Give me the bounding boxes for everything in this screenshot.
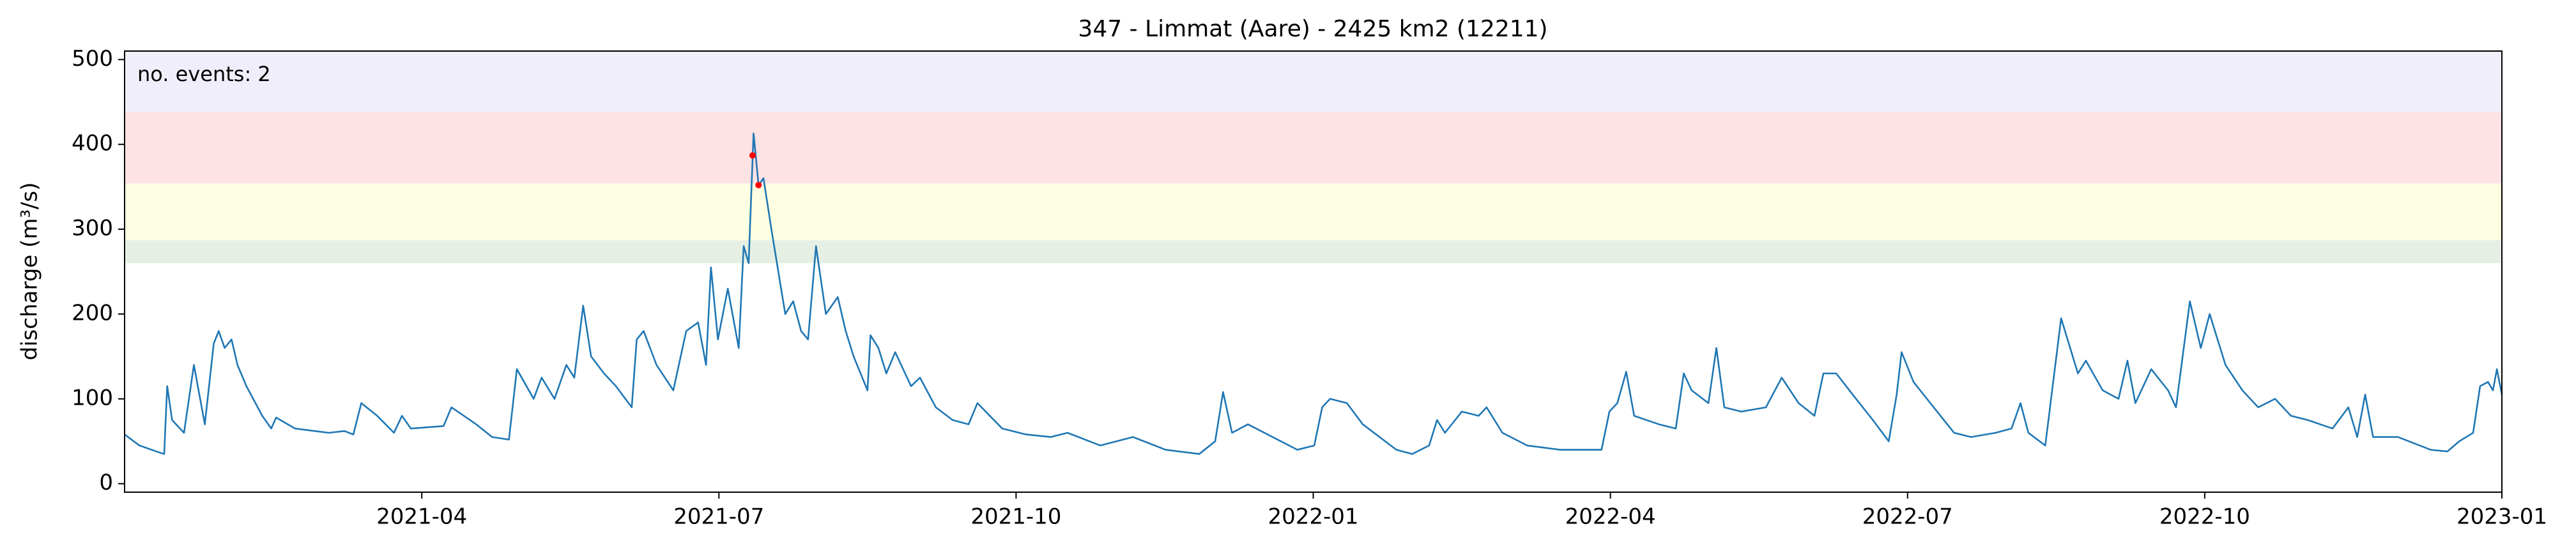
x-tick-label: 2022-10 bbox=[2159, 504, 2250, 530]
discharge-line bbox=[124, 132, 2503, 455]
y-tick-label: 100 bbox=[72, 385, 113, 410]
threshold-band bbox=[125, 112, 2502, 184]
threshold-band bbox=[125, 183, 2502, 241]
x-tick-label: 2022-01 bbox=[1268, 504, 1358, 530]
y-tick-label: 500 bbox=[72, 46, 113, 71]
x-tick-label: 2023-01 bbox=[2457, 504, 2547, 530]
x-tick-label: 2021-04 bbox=[376, 504, 467, 530]
threshold-band bbox=[125, 240, 2502, 264]
y-tick-label: 400 bbox=[72, 131, 113, 156]
event-point bbox=[755, 181, 762, 188]
x-tick-label: 2021-07 bbox=[673, 504, 764, 530]
plot-frame bbox=[124, 50, 2503, 493]
annotation: no. events: 2 bbox=[137, 62, 271, 86]
event-point bbox=[749, 152, 756, 159]
threshold-band bbox=[125, 51, 2502, 112]
y-tick-label: 0 bbox=[99, 470, 113, 495]
x-tick-label: 2022-04 bbox=[1565, 504, 1656, 530]
y-tick-label: 200 bbox=[72, 300, 113, 326]
chart-title: 347 - Limmat (Aare) - 2425 km2 (12211) bbox=[1078, 16, 1547, 42]
y-axis-label: discharge (m³/s) bbox=[17, 183, 43, 361]
x-tick-label: 2021-10 bbox=[970, 504, 1061, 530]
y-tick-label: 300 bbox=[72, 216, 113, 241]
x-tick-label: 2022-07 bbox=[1862, 504, 1953, 530]
